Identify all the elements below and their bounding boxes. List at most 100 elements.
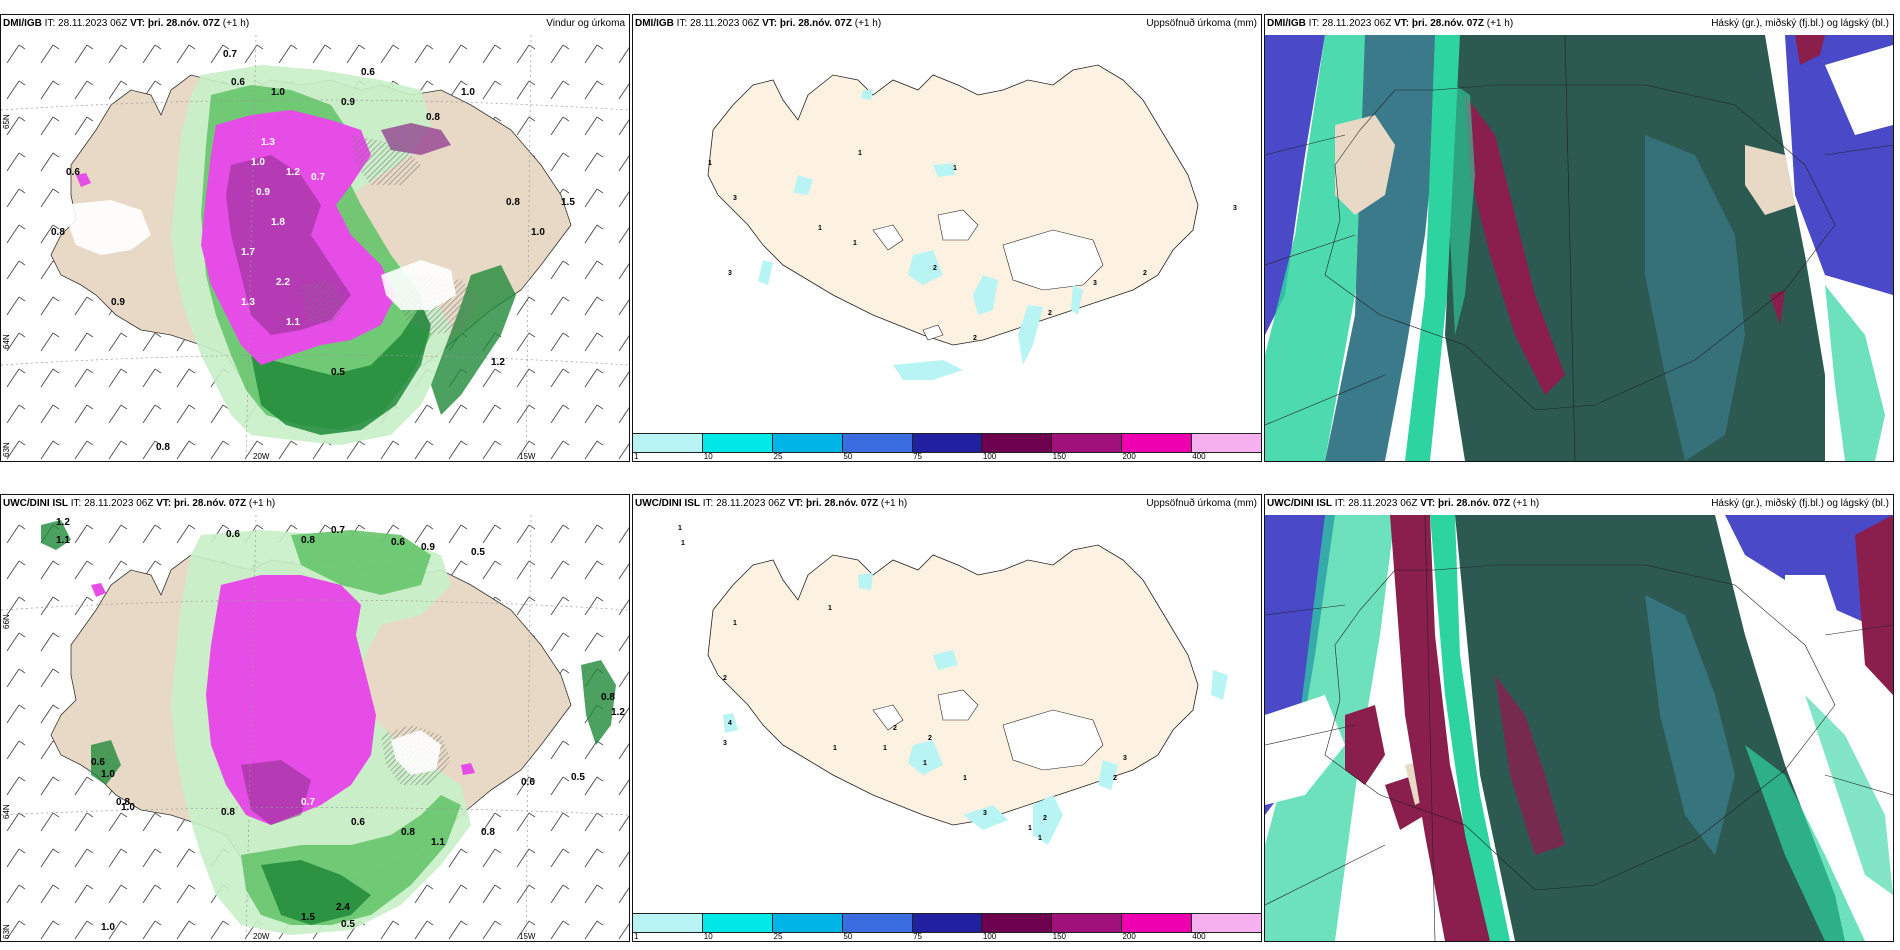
- precip-dark-area: [261, 860, 371, 925]
- clouds-map: [1265, 515, 1893, 941]
- precip-value-label: 0.5: [341, 919, 355, 930]
- product-title: Háský (gr.), miðský (fj.bl.) og lágský (…: [1711, 498, 1889, 509]
- legend-tick-label: 25: [773, 452, 783, 461]
- legend-tick-label: 75: [913, 452, 923, 461]
- precip-value-label: 1.1: [286, 317, 300, 328]
- precip-value-label: 1: [678, 525, 682, 532]
- lat-label-bot: 63N: [2, 442, 11, 457]
- precip-value-label: 0.6: [226, 529, 240, 540]
- precip-value-label: 3: [1233, 205, 1237, 212]
- model-name: DMI/IGB: [3, 18, 42, 29]
- lon-label-right: 15W: [519, 452, 536, 461]
- precip-value-label: 0.9: [256, 187, 270, 198]
- precip-value-label: 1.2: [286, 167, 300, 178]
- precip-value-label: 4: [728, 720, 732, 727]
- map-area[interactable]: 66N 64N 63N 20W 15W 1.2 1.1 0.6 0.8 0.7 0.6 0.…: [1, 515, 629, 941]
- precip-value-label: 0.7: [301, 797, 315, 808]
- panel-header: DMI/IGB IT: 28.11.2023 06Z VT: þri. 28.n…: [1265, 15, 1893, 33]
- precip-value-label: 2: [1043, 815, 1047, 822]
- lon-label-left: 20W: [253, 452, 270, 461]
- wind-precip-map: 66N 64N 63N 20W 15W 1.2 1.1 0.6 0.8 0.7 0.6 0.…: [1, 515, 629, 941]
- precip-legend: 1 10 25 50 75 100 150 200 400: [633, 433, 1262, 461]
- legend-tick-label: 150: [1052, 452, 1067, 461]
- it-label: IT:: [1308, 18, 1320, 29]
- model-name: UWC/DINI ISL: [635, 498, 700, 509]
- it-label: IT:: [70, 498, 82, 509]
- precip-value-label: 1: [1038, 835, 1042, 842]
- precip-value-label: 1.0: [101, 769, 115, 780]
- map-area[interactable]: 65N 64N 63N 20W 15W 0.7 0.6 0.6 1.0 1.0 0.8 0.…: [1, 35, 629, 461]
- model-name: UWC/DINI ISL: [3, 498, 68, 509]
- precip-value-label: 0.5: [331, 367, 345, 378]
- precip-value-label: 1: [853, 240, 857, 247]
- product-title: Vindur og úrkoma: [546, 18, 625, 29]
- vt-value: þri. 28.nóv. 07Z: [1411, 18, 1484, 29]
- precip-value-label: 1.3: [241, 297, 255, 308]
- vt-label: VT:: [788, 498, 804, 509]
- cloud-coastline: [1265, 515, 1893, 941]
- precip-value-label: 2: [1113, 775, 1117, 782]
- legend-tick-label: 10: [703, 932, 713, 941]
- precip-value-label: 1.3: [261, 137, 275, 148]
- lon-label-right: 15W: [519, 932, 536, 941]
- it-value: 28.11.2023 06Z: [84, 498, 154, 509]
- legend-tick-label: 10: [703, 452, 713, 461]
- lead-time: (+1 h): [222, 18, 250, 29]
- precip-value-labels: 1 1 1 3 3 1 2 2 2 3 2 3 1: [708, 150, 1237, 342]
- precip-value-label: 1: [858, 150, 862, 157]
- precip-value-label: 3: [983, 810, 987, 817]
- vt-value: þri. 28.nóv. 07Z: [806, 498, 879, 509]
- panel-dmi-clouds: DMI/IGB IT: 28.11.2023 06Z VT: þri. 28.n…: [1264, 14, 1894, 462]
- legend-tick-label: 400: [1192, 932, 1206, 941]
- legend-swatch: [982, 914, 1053, 932]
- legend-tick-label: 1: [634, 932, 639, 941]
- precip-value-label: 2: [1048, 310, 1052, 317]
- precip-value-label: 1.2: [611, 707, 625, 718]
- legend-swatch: [1052, 914, 1123, 932]
- precip-value-label: 1.7: [241, 247, 255, 258]
- precip-value-label: 1.5: [561, 197, 575, 208]
- precip-value-label: 0.7: [311, 172, 325, 183]
- it-label: IT:: [702, 498, 714, 509]
- legend-swatch: [633, 914, 703, 932]
- legend-swatch: [702, 914, 773, 932]
- precip-value-label: 0.8: [116, 797, 130, 808]
- panel-uwc-wind-precip: UWC/DINI ISL IT: 28.11.2023 06Z VT: þri.…: [0, 494, 630, 942]
- precip-value-label: 1.0: [531, 227, 545, 238]
- vt-value: þri. 28.nóv. 07Z: [1438, 498, 1511, 509]
- precip-value-label: 0.6: [361, 67, 375, 78]
- legend-swatch: [633, 434, 703, 452]
- precip-value-label: 0.8: [426, 112, 440, 123]
- precip-value-label: 1: [1028, 825, 1032, 832]
- panel-header: DMI/IGB IT: 28.11.2023 06Z VT: þri. 28.n…: [633, 15, 1261, 33]
- precip-value-label: 0.6: [521, 777, 535, 788]
- precip-value-label: 2: [723, 675, 727, 682]
- legend-swatch: [912, 914, 983, 932]
- lead-time: (+1 h): [248, 498, 276, 509]
- legend-tick-label: 200: [1122, 452, 1136, 461]
- precip-value-label: 0.9: [421, 542, 435, 553]
- accum-precip-map: 1 1 1 3 3 1 2 2 2 3 2 3 1: [633, 35, 1261, 431]
- map-area[interactable]: 1 1 1 3 3 1 2 2 2 3 2 3 1: [633, 35, 1261, 431]
- precip-value-label: 1.0: [101, 922, 115, 933]
- precip-value-label: 2: [928, 735, 932, 742]
- lead-time: (+1 h): [1512, 498, 1540, 509]
- it-label: IT:: [1334, 498, 1346, 509]
- precip-value-label: 0.9: [111, 297, 125, 308]
- precip-value-label: 1: [953, 165, 957, 172]
- model-name: UWC/DINI ISL: [1267, 498, 1332, 509]
- vt-label: VT:: [762, 18, 778, 29]
- map-area[interactable]: [1265, 35, 1893, 461]
- legend-tick-label: 50: [843, 932, 853, 941]
- map-area[interactable]: [1265, 515, 1893, 941]
- it-value: 28.11.2023 06Z: [690, 18, 760, 29]
- precip-value-label: 0.6: [91, 757, 105, 768]
- precip-value-label: 0.7: [223, 49, 237, 60]
- legend-swatch: [982, 434, 1053, 452]
- legend-swatch: [1052, 434, 1123, 452]
- it-value: 28.11.2023 06Z: [1348, 498, 1418, 509]
- precip-legend: 1 10 25 50 75 100 150 200 400: [633, 913, 1262, 941]
- precip-dark-area: [251, 305, 431, 435]
